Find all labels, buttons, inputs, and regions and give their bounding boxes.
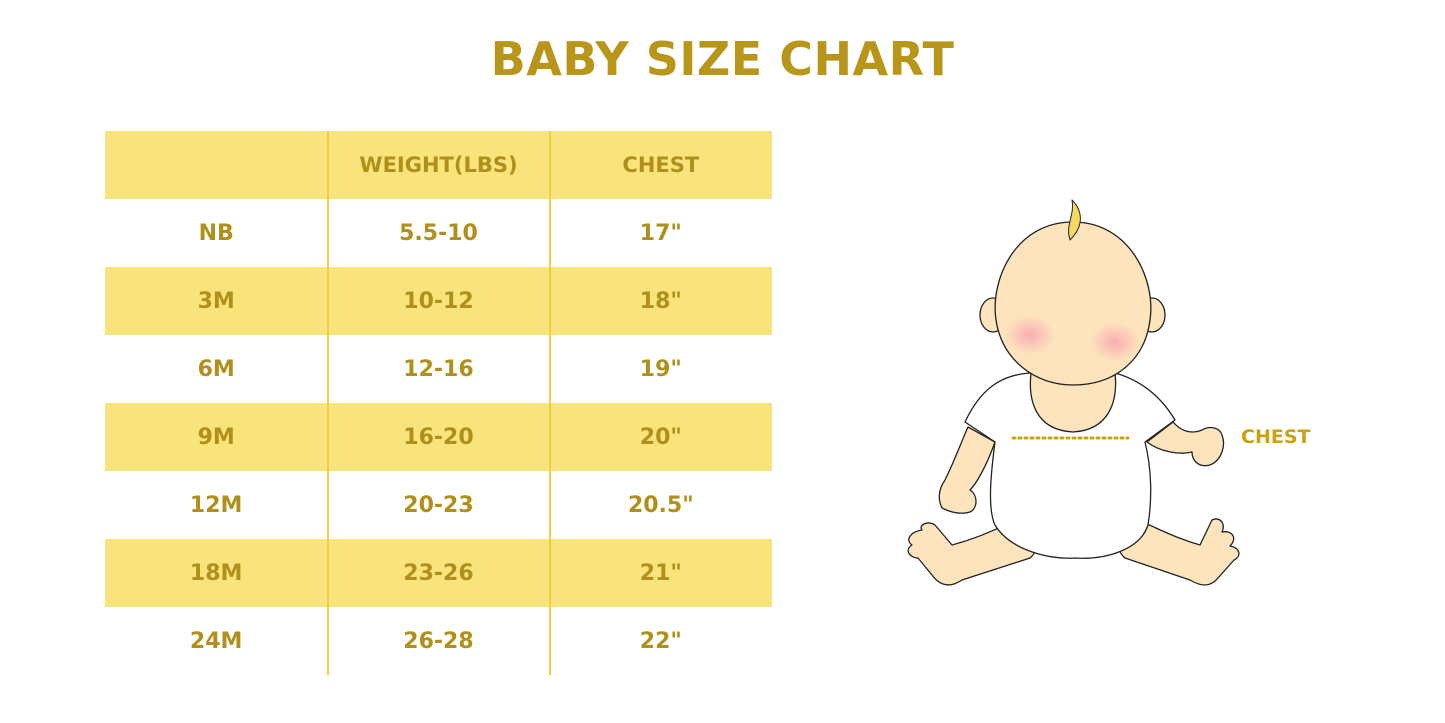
table-row: 9M 16-20 20" <box>105 403 772 471</box>
table-row: NB 5.5-10 17" <box>105 199 772 267</box>
weight-cell: 5.5-10 <box>399 220 478 246</box>
chest-cell: 22" <box>639 628 682 654</box>
right-arm <box>1146 421 1225 467</box>
size-cell: 6M <box>197 356 235 382</box>
weight-cell: 26-28 <box>403 628 474 654</box>
page-title: BABY SIZE CHART <box>490 32 955 86</box>
shirt <box>964 372 1176 559</box>
chest-cell: 17" <box>639 220 682 246</box>
weight-cell: 10-12 <box>403 288 474 314</box>
column-divider <box>549 131 551 675</box>
size-cell: 18M <box>189 560 243 586</box>
right-leg <box>1116 514 1240 586</box>
weight-cell: 23-26 <box>403 560 474 586</box>
chest-cell: 19" <box>639 356 682 382</box>
size-table: WEIGHT(LBS) CHEST NB 5.5-10 17" 3M 10-12… <box>105 131 772 675</box>
size-cell: 9M <box>197 424 235 450</box>
chest-cell: 21" <box>639 560 682 586</box>
weight-cell: 12-16 <box>403 356 474 382</box>
size-cell: NB <box>198 220 234 246</box>
header-chest: CHEST <box>622 153 700 177</box>
header-size <box>105 131 327 199</box>
left-arm <box>938 426 996 514</box>
chest-cell: 20.5" <box>627 492 694 518</box>
neck <box>1029 372 1117 433</box>
size-cell: 12M <box>189 492 243 518</box>
table-header-row: WEIGHT(LBS) CHEST <box>105 131 772 199</box>
size-cell: 24M <box>189 628 243 654</box>
chest-label: CHEST <box>1241 426 1311 448</box>
hair-curl <box>1068 199 1081 241</box>
column-divider <box>327 131 329 675</box>
baby-illustration <box>907 199 1240 586</box>
chest-cell: 20" <box>639 424 682 450</box>
chest-cell: 18" <box>639 288 682 314</box>
weight-cell: 16-20 <box>403 424 474 450</box>
table-row: 24M 26-28 22" <box>105 607 772 675</box>
table-row: 12M 20-23 20.5" <box>105 471 772 539</box>
header-weight: WEIGHT(LBS) <box>359 153 518 177</box>
left-cheek <box>1005 315 1055 355</box>
weight-cell: 20-23 <box>403 492 474 518</box>
size-cell: 3M <box>197 288 235 314</box>
table-row: 18M 23-26 21" <box>105 539 772 607</box>
right-cheek <box>1090 322 1140 362</box>
head <box>994 221 1152 386</box>
table-row: 3M 10-12 18" <box>105 267 772 335</box>
table-row: 6M 12-16 19" <box>105 335 772 403</box>
